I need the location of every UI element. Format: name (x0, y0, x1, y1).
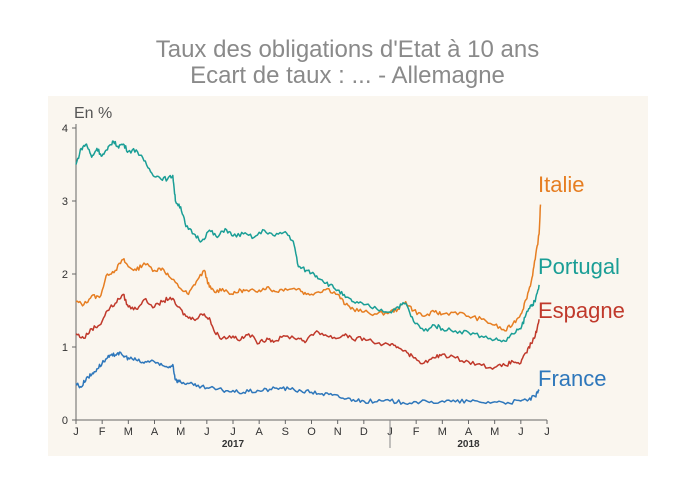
x-tick-label: M (176, 426, 185, 438)
x-tick-label: J (230, 426, 236, 438)
x-tick-label: J (73, 426, 79, 438)
y-tick-label: 0 (62, 415, 68, 427)
x-tick-label: J (204, 426, 210, 438)
x-tick-label: F (413, 426, 420, 438)
x-tick-label: J (544, 426, 550, 438)
plot-background (48, 96, 648, 456)
y-tick-label: 1 (62, 342, 68, 354)
x-tick-label: S (282, 426, 289, 438)
x-tick-label: O (307, 426, 316, 438)
series-label-italie: Italie (538, 172, 584, 197)
series-line-portugal (75, 140, 540, 343)
series-line-espagne (75, 293, 540, 370)
x-tick-label: F (99, 426, 106, 438)
y-tick-label: 3 (62, 196, 68, 208)
x-tick-label: A (151, 426, 159, 438)
series-label-portugal: Portugal (538, 254, 620, 279)
x-tick-label: A (255, 426, 263, 438)
x-tick-label: M (490, 426, 499, 438)
x-tick-label: A (465, 426, 473, 438)
series-label-france: France (538, 366, 606, 391)
y-tick-label: 2 (62, 269, 68, 281)
x-tick-label: N (334, 426, 342, 438)
y-tick-label: 4 (62, 123, 68, 135)
series-line-france (75, 351, 540, 406)
year-label: 2017 (222, 439, 245, 450)
x-tick-label: D (360, 426, 368, 438)
x-tick-label: M (438, 426, 447, 438)
year-label: 2018 (457, 439, 480, 450)
chart-title: Taux des obligations d'Etat à 10 ans (155, 36, 540, 63)
chart-subtitle: Ecart de taux : ... - Allemagne (190, 62, 505, 89)
series-label-espagne: Espagne (538, 298, 625, 323)
series-line-italie (75, 204, 542, 332)
y-axis-unit-label: En % (74, 105, 112, 122)
x-tick-label: M (124, 426, 133, 438)
x-tick-label: J (518, 426, 524, 438)
